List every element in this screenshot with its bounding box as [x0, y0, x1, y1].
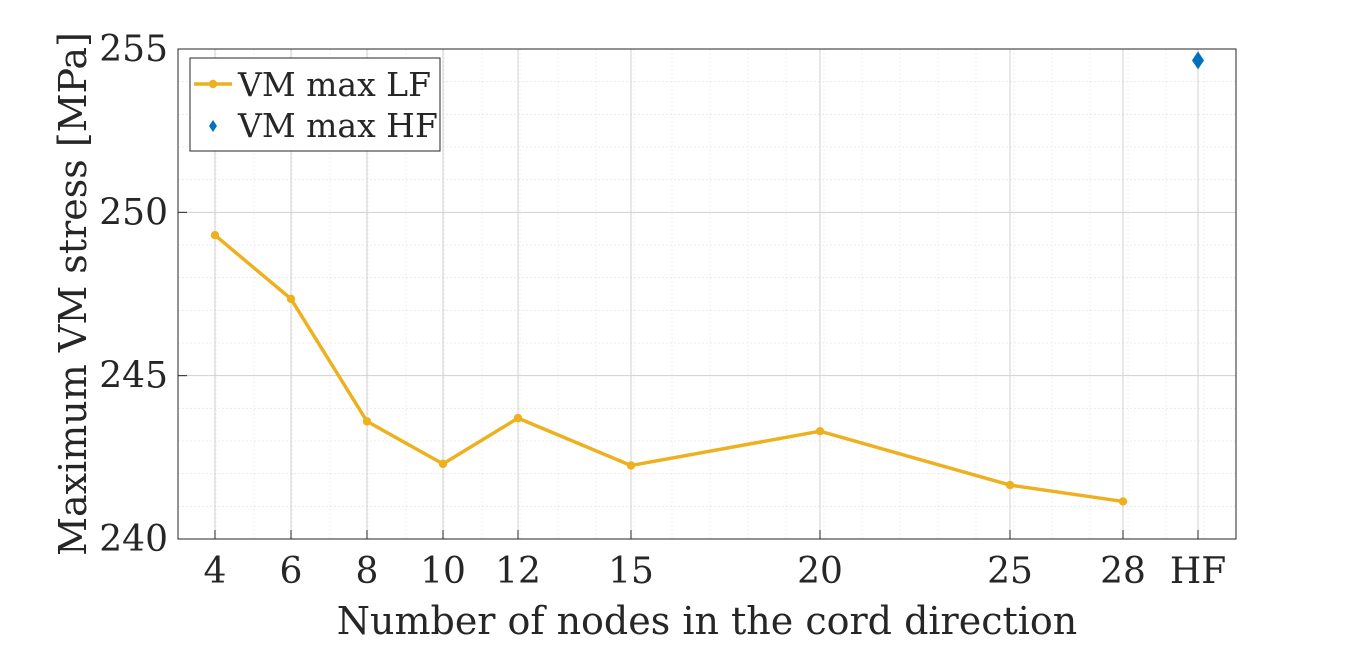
- x-tick-label: 25: [987, 551, 1033, 592]
- axis-ticks: 240 245 250 255 4 6 8 10 12 15 20 25 28 HF: [99, 29, 1226, 592]
- x-tick-label: 12: [495, 551, 541, 592]
- legend-label-vm-max-lf: VM max LF: [237, 65, 431, 104]
- data-point-vm-max-lf: [513, 413, 523, 423]
- x-tick-label: 8: [356, 551, 379, 592]
- x-tick-label: 6: [280, 551, 303, 592]
- data-point-vm-max-lf: [1005, 480, 1015, 490]
- y-tick-label: 255: [99, 29, 168, 70]
- y-axis-label: Maximum VM stress [MPa]: [51, 32, 95, 556]
- data-point-vm-max-lf: [815, 427, 825, 436]
- data-point-vm-max-lf: [286, 294, 296, 304]
- series-layer: [210, 51, 1204, 506]
- grid: [178, 49, 1236, 539]
- x-tick-label: 15: [608, 551, 654, 592]
- y-tick-label: 250: [99, 192, 168, 233]
- legend-marker-vm-max-lf: [208, 79, 218, 89]
- y-tick-label: 245: [99, 356, 168, 397]
- plot-area-box: [177, 48, 1237, 540]
- y-tick-label: 240: [99, 519, 168, 560]
- x-tick-label: 4: [204, 551, 227, 592]
- x-axis-label: Number of nodes in the cord direction: [337, 599, 1078, 643]
- data-point-vm-max-lf: [210, 231, 220, 240]
- data-point-vm-max-hf: [1192, 51, 1204, 70]
- x-tick-label: 20: [797, 551, 843, 592]
- x-tick-label: 28: [1100, 551, 1146, 592]
- x-tick-label: HF: [1170, 551, 1226, 592]
- data-point-vm-max-lf: [626, 461, 636, 470]
- legend-label-vm-max-hf: VM max HF: [237, 106, 438, 145]
- legend-marker-vm-max-hf: [209, 120, 217, 132]
- data-point-vm-max-lf: [438, 459, 448, 469]
- data-point-vm-max-lf: [1118, 497, 1128, 506]
- legend-box: [189, 57, 441, 152]
- data-point-vm-max-lf: [362, 417, 372, 426]
- x-tick-label: 10: [420, 551, 466, 592]
